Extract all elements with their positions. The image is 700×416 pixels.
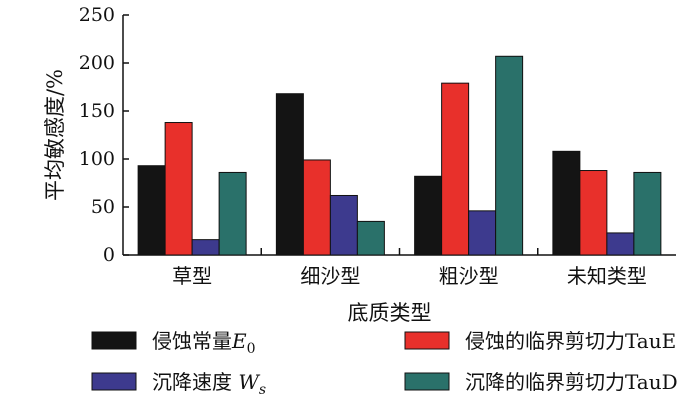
y-tick-label: 250 xyxy=(79,4,115,26)
bar xyxy=(579,170,608,256)
x-axis-title: 底质类型 xyxy=(348,301,432,325)
legend-label: 沉降的临界剪切力TauD xyxy=(465,370,678,394)
legend: 侵蚀常量E0 侵蚀的临界剪切力TauE 沉降速度 Ws 沉降的临界剪切力TauD xyxy=(91,329,678,398)
legend-swatch xyxy=(91,331,137,350)
y-tick-label: 100 xyxy=(79,148,115,170)
legend-label: 沉降速度 Ws xyxy=(152,370,266,398)
y-tick-label: 200 xyxy=(79,52,115,74)
x-tick-label: 粗沙型 xyxy=(439,264,499,288)
bar xyxy=(191,239,220,256)
x-tick-label: 未知类型 xyxy=(567,264,647,288)
bar xyxy=(468,210,497,256)
bars xyxy=(137,55,662,256)
legend-label: 侵蚀的临界剪切力TauE xyxy=(465,329,676,353)
legend-swatch xyxy=(404,372,450,391)
x-tick-label: 细沙型 xyxy=(300,264,360,288)
bar xyxy=(441,82,470,256)
y-tick-label: 0 xyxy=(103,244,115,266)
x-tick-label: 草型 xyxy=(172,264,212,288)
y-tick-label: 50 xyxy=(91,196,115,218)
bar xyxy=(275,93,304,256)
bar xyxy=(329,194,358,256)
bar xyxy=(552,150,581,256)
bar xyxy=(414,175,443,256)
y-tick-label: 150 xyxy=(79,100,115,122)
y-axis-title: 平均敏感度/% xyxy=(43,69,67,201)
bar xyxy=(495,55,524,256)
legend-swatch xyxy=(404,331,450,350)
bar xyxy=(302,159,331,256)
legend-swatch xyxy=(91,372,137,391)
bar xyxy=(356,220,385,256)
legend-label: 侵蚀常量E0 xyxy=(152,329,256,357)
bar xyxy=(164,122,193,256)
bar xyxy=(137,165,166,256)
bar xyxy=(633,171,662,256)
bar xyxy=(606,232,635,256)
bar xyxy=(218,171,247,256)
